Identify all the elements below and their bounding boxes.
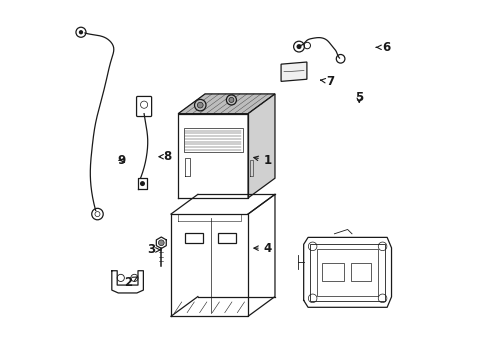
Text: 8: 8	[159, 150, 171, 163]
FancyBboxPatch shape	[184, 233, 203, 243]
Polygon shape	[247, 94, 274, 198]
Text: 7: 7	[320, 75, 334, 88]
Text: 5: 5	[354, 91, 363, 104]
Polygon shape	[281, 62, 306, 81]
Circle shape	[228, 98, 233, 103]
Text: 4: 4	[253, 242, 271, 255]
Circle shape	[197, 102, 203, 108]
Text: 3: 3	[147, 243, 161, 256]
Circle shape	[296, 44, 301, 49]
Text: 6: 6	[376, 41, 389, 54]
Circle shape	[140, 181, 144, 186]
Circle shape	[158, 240, 164, 246]
Polygon shape	[178, 94, 274, 114]
Circle shape	[194, 99, 205, 111]
Circle shape	[226, 95, 236, 105]
Text: 1: 1	[253, 154, 271, 167]
FancyBboxPatch shape	[217, 233, 236, 243]
Text: 9: 9	[118, 154, 126, 167]
Circle shape	[79, 30, 83, 35]
Text: 2: 2	[123, 276, 137, 289]
